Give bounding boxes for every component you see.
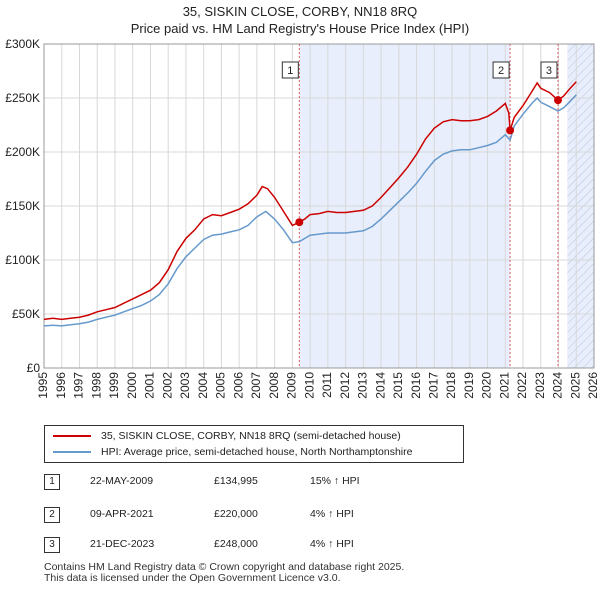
sale-point <box>295 218 304 227</box>
y-tick-label: £150K <box>5 199 40 213</box>
transaction-number: 1 <box>44 474 60 490</box>
x-tick-label: 2008 <box>267 372 281 399</box>
x-tick-label: 2010 <box>302 372 316 399</box>
chart-subtitle: Price paid vs. HM Land Registry's House … <box>130 21 470 36</box>
y-tick-label: £0 <box>27 361 41 375</box>
transaction-date: 09-APR-2021 <box>90 508 154 520</box>
transaction-price: £248,000 <box>214 538 258 550</box>
y-tick-label: £250K <box>5 91 40 105</box>
sale-point <box>553 96 562 105</box>
transaction-date: 21-DEC-2023 <box>90 538 155 550</box>
x-tick-label: 2014 <box>373 372 387 399</box>
x-tick-label: 2003 <box>178 372 192 399</box>
plot-border <box>43 43 595 369</box>
x-tick-label: 2009 <box>285 372 299 399</box>
transaction-row: 1 22-MAY-2009 £134,995 15% ↑ HPI <box>44 474 464 490</box>
x-tick-label: 2005 <box>214 372 228 399</box>
x-tick-label: 2024 <box>551 372 565 399</box>
property-price-line <box>43 81 577 321</box>
x-tick-label: 2012 <box>338 372 352 399</box>
sale-point <box>506 126 515 135</box>
footer-licence: This data is licensed under the Open Gov… <box>44 572 341 584</box>
transaction-price: £220,000 <box>214 508 258 520</box>
x-tick-label: 2000 <box>125 372 139 399</box>
x-tick-label: 2011 <box>320 372 334 398</box>
transaction-date: 22-MAY-2009 <box>90 475 154 487</box>
x-tick-label: 2026 <box>586 372 600 399</box>
x-tick-label: 2002 <box>160 372 174 399</box>
x-tick-label: 2017 <box>426 372 440 399</box>
x-tick-label: 2022 <box>515 372 529 399</box>
marker-label-box <box>492 61 510 79</box>
transaction-row: 3 21-DEC-2023 £248,000 4% ↑ HPI <box>44 537 464 553</box>
x-tick-label: 2025 <box>568 372 582 399</box>
y-tick-label: £200K <box>5 145 40 159</box>
x-tick-label: 1998 <box>89 372 103 399</box>
transaction-hpi-change: 4% ↑ HPI <box>310 538 354 550</box>
marker-label: 1 <box>287 65 293 77</box>
legend-swatch-hpi <box>53 451 91 453</box>
marker-label-box <box>540 61 558 79</box>
x-tick-label: 2004 <box>196 372 210 399</box>
transaction-number: 2 <box>44 507 60 523</box>
transaction-hpi-change: 4% ↑ HPI <box>310 508 354 520</box>
hpi-line <box>43 94 577 327</box>
footer-copyright: Contains HM Land Registry data © Crown c… <box>44 561 405 573</box>
transaction-row: 2 09-APR-2021 £220,000 4% ↑ HPI <box>44 507 464 523</box>
transaction-price: £134,995 <box>214 475 258 487</box>
x-tick-label: 2006 <box>231 372 245 399</box>
x-tick-label: 1999 <box>107 372 121 399</box>
x-tick-label: 1995 <box>36 372 50 399</box>
legend-item-hpi: HPI: Average price, semi-detached house,… <box>53 444 412 460</box>
x-tick-label: 2001 <box>143 372 157 399</box>
x-tick-label: 2018 <box>444 372 458 399</box>
legend-swatch-property <box>53 435 91 437</box>
legend-label-property: 35, SISKIN CLOSE, CORBY, NN18 8RQ (semi-… <box>101 430 401 442</box>
chart-title: 35, SISKIN CLOSE, CORBY, NN18 8RQ <box>182 4 418 19</box>
y-tick-label: £50K <box>12 307 40 321</box>
legend-label-hpi: HPI: Average price, semi-detached house,… <box>101 446 413 458</box>
y-tick-label: £100K <box>5 253 40 267</box>
legend-item-property: 35, SISKIN CLOSE, CORBY, NN18 8RQ (semi-… <box>53 428 401 444</box>
x-tick-label: 2019 <box>462 372 476 399</box>
transaction-hpi-change: 15% ↑ HPI <box>310 475 360 487</box>
price-chart: £0 £50K £100K £150K £200K £250K £300K 1995 1996 1… <box>5 37 600 399</box>
transaction-number: 3 <box>44 537 60 553</box>
x-tick-label: 1997 <box>72 372 86 399</box>
x-tick-label: 2016 <box>409 372 423 399</box>
x-tick-label: 2013 <box>356 372 370 399</box>
x-tick-label: 2021 <box>497 372 511 399</box>
y-tick-label: £300K <box>5 37 40 51</box>
chart-legend: 35, SISKIN CLOSE, CORBY, NN18 8RQ (semi-… <box>44 425 464 463</box>
marker-label: 3 <box>546 65 552 77</box>
x-tick-label: 2015 <box>391 372 405 399</box>
marker-label-box <box>281 61 299 79</box>
x-tick-label: 1996 <box>54 372 68 399</box>
x-tick-label: 2007 <box>249 372 263 399</box>
x-tick-label: 2020 <box>480 372 494 399</box>
x-tick-label: 2023 <box>533 372 547 399</box>
marker-label: 2 <box>498 65 504 77</box>
